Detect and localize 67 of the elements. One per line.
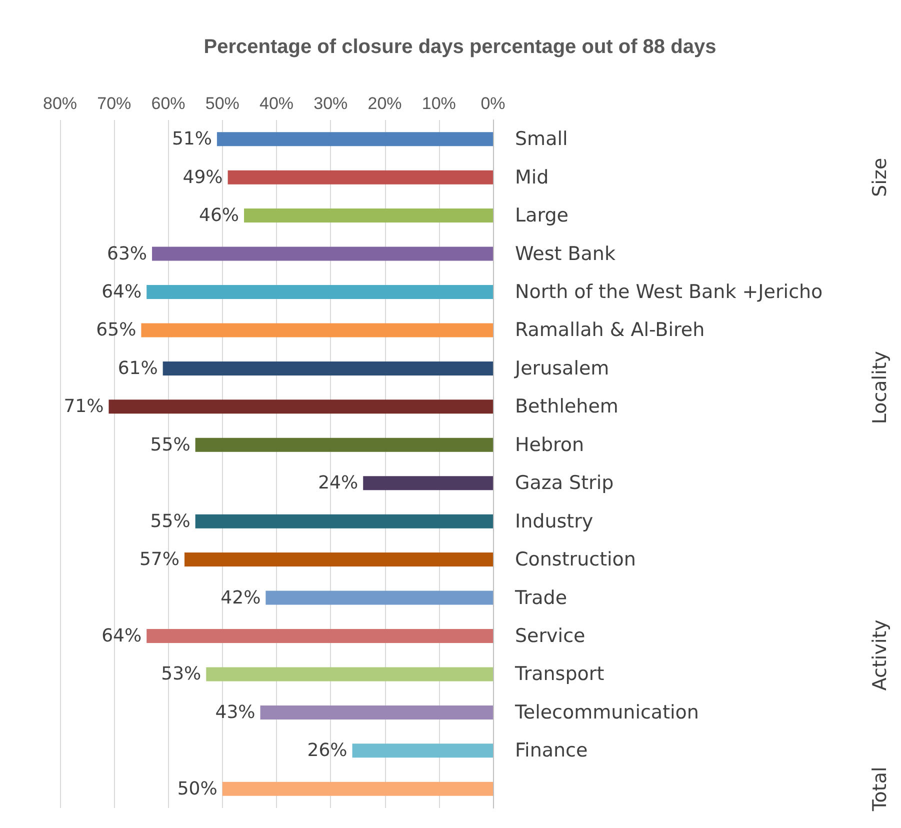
chart-title: Percentage of closure days percentage out of 88 days <box>204 36 716 58</box>
y-tick-label: Mid <box>515 166 549 188</box>
data-label: 43% <box>215 702 256 723</box>
x-tick-label: 40% <box>259 94 294 113</box>
text: Activity <box>869 620 891 691</box>
y-tick-label: West Bank <box>515 242 616 265</box>
bar <box>222 782 493 796</box>
data-label: 50% <box>177 778 218 800</box>
y-tick-label: Hebron <box>515 434 584 456</box>
bar <box>195 514 493 528</box>
y-tick-label: Industry <box>515 510 594 532</box>
y-tick-label: Trade <box>514 586 568 609</box>
bar <box>216 132 493 146</box>
bar <box>244 208 493 223</box>
y-tick-label: North of the West Bank +Jericho <box>515 281 823 303</box>
bar <box>108 400 493 414</box>
text: Locality <box>869 350 891 424</box>
x-tick-label: 80% <box>42 94 78 113</box>
bar <box>146 285 493 299</box>
x-tick-label: 10% <box>422 94 456 113</box>
data-label: 49% <box>182 166 223 188</box>
data-label: 64% <box>102 282 142 302</box>
y-tick-label: Gaza Strip <box>515 472 614 494</box>
data-label: 55% <box>150 510 190 532</box>
bar <box>260 705 493 720</box>
y-tick-label: Bethlehem <box>515 396 618 418</box>
data-label: 57% <box>139 549 180 570</box>
bar <box>206 667 493 682</box>
x-tick-label: 30% <box>314 94 348 113</box>
y-tick-label: Ramallah & Al-Bireh <box>515 319 705 342</box>
y-tick-label: Finance <box>515 740 588 762</box>
y-tick-label: Jerusalem <box>514 357 610 380</box>
x-tick-label: 70% <box>97 94 132 113</box>
x-tick-label: 50% <box>205 94 240 113</box>
data-label: 26% <box>307 740 348 762</box>
data-label: 65% <box>96 320 136 341</box>
data-label: 46% <box>199 205 240 226</box>
x-tick-label: 0% <box>480 94 506 113</box>
data-label: 71% <box>64 396 104 418</box>
y-tick-label: Construction <box>515 548 636 571</box>
x-tick-label: 20% <box>368 94 402 113</box>
data-label: 51% <box>172 128 212 150</box>
data-label: 61% <box>118 358 158 379</box>
bar <box>141 323 493 338</box>
data-label: 55% <box>150 434 190 456</box>
data-label: 63% <box>106 243 148 264</box>
data-label: 64% <box>102 626 142 646</box>
bar <box>146 629 493 643</box>
y-tick-label: Transport <box>514 663 604 686</box>
bar <box>184 552 493 567</box>
data-label: 53% <box>161 664 202 685</box>
text: Size <box>869 158 891 197</box>
bar <box>266 590 493 605</box>
text: Total <box>869 766 891 812</box>
y-tick-label: Small <box>515 128 568 150</box>
bar <box>352 744 493 758</box>
y-tick-label: Large <box>515 204 568 227</box>
bar <box>363 476 493 490</box>
y-tick-label: Service <box>515 625 586 647</box>
x-tick-label: 60% <box>151 94 186 113</box>
data-label: 24% <box>318 472 358 494</box>
bar <box>162 361 493 376</box>
data-label: 42% <box>220 587 261 608</box>
y-tick-label: Telecommunication <box>514 701 699 724</box>
bar <box>228 170 493 184</box>
bar <box>195 438 493 452</box>
bar <box>152 246 493 261</box>
